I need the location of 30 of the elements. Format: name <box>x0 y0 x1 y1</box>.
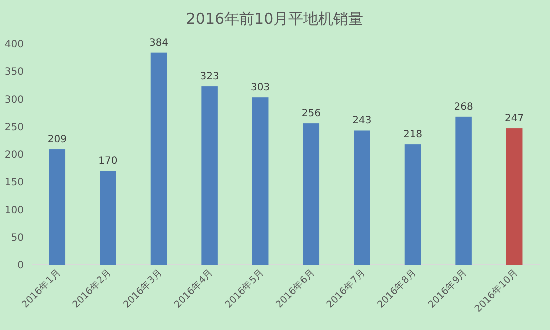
chart-title: 2016年前10月平地机销量 <box>186 10 364 28</box>
bar <box>100 171 116 265</box>
bar <box>150 52 168 265</box>
y-tick-label: 50 <box>11 232 24 244</box>
bar <box>49 150 66 265</box>
bar <box>303 124 320 265</box>
bar <box>404 144 422 265</box>
y-tick-label: 350 <box>4 67 24 78</box>
y-tick-label: 100 <box>4 205 24 216</box>
bar <box>506 128 523 265</box>
bar <box>354 130 370 265</box>
bar <box>202 86 218 265</box>
data-label: 384 <box>149 38 169 49</box>
y-tick-label: 0 <box>18 260 24 272</box>
data-label: 218 <box>403 130 423 141</box>
bar <box>456 116 472 265</box>
data-label: 303 <box>251 82 270 94</box>
y-tick-label: 200 <box>4 150 24 161</box>
data-label: 256 <box>302 108 321 120</box>
y-tick-label: 150 <box>4 178 24 189</box>
y-tick-label: 300 <box>4 94 24 106</box>
bar <box>252 98 269 265</box>
data-label: 209 <box>48 134 67 146</box>
y-tick-label: 400 <box>4 40 24 50</box>
data-label: 268 <box>454 102 474 113</box>
data-label: 247 <box>505 114 524 125</box>
data-label: 243 <box>352 116 372 127</box>
y-tick-label: 250 <box>4 122 24 134</box>
data-label: 323 <box>200 72 220 83</box>
data-label: 170 <box>98 156 118 168</box>
